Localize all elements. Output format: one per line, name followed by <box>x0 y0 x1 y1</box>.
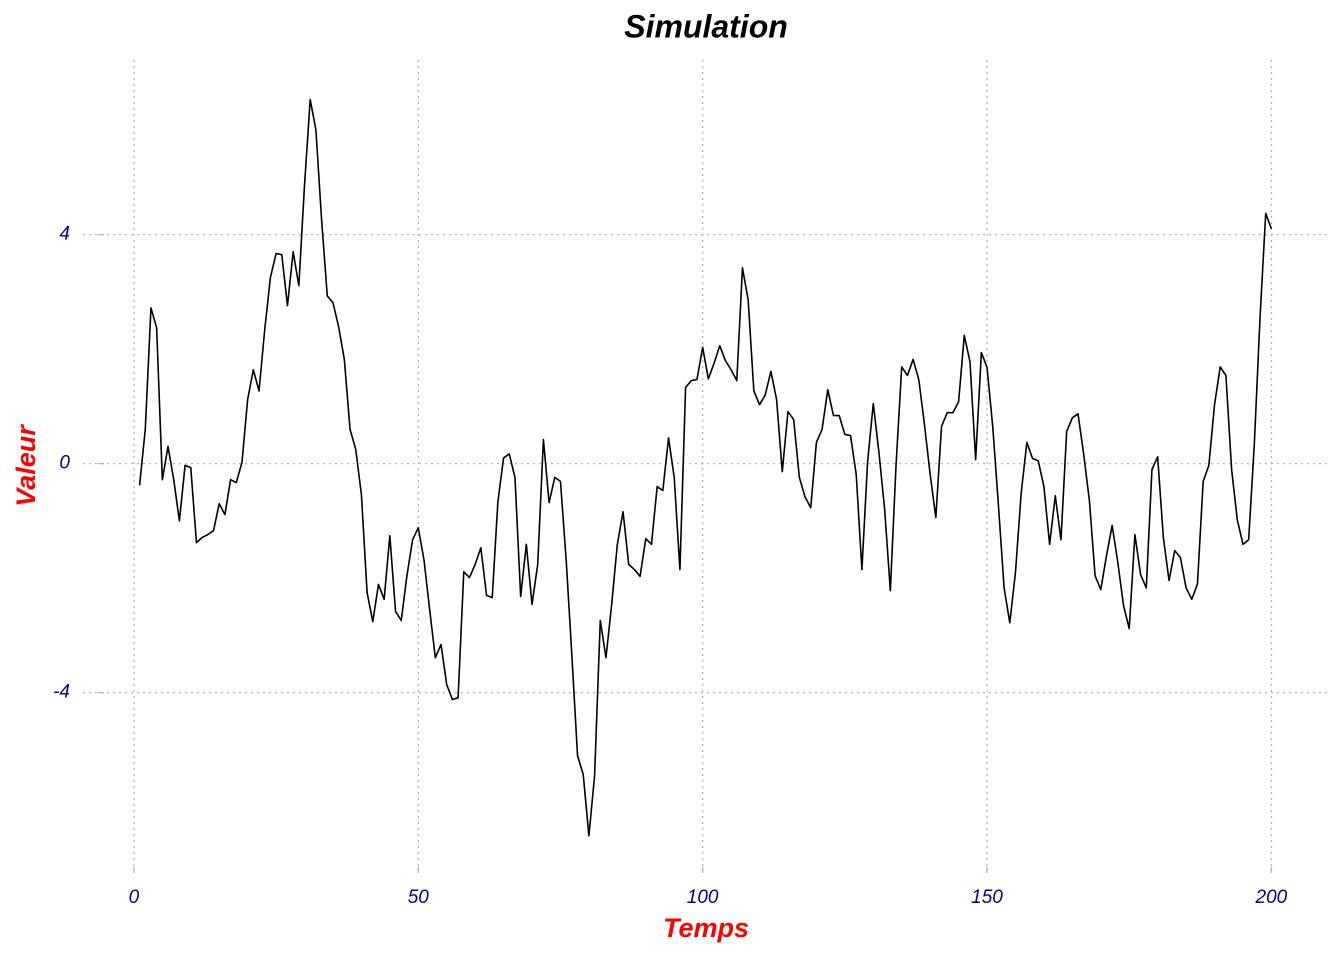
x-tick-label: 0 <box>129 887 140 908</box>
y-tick-label: -4 <box>53 682 70 703</box>
y-tick-label: 0 <box>59 453 70 474</box>
x-tick-label: 50 <box>408 887 430 908</box>
x-axis-label: Temps <box>663 913 749 943</box>
y-tick-label: 4 <box>59 224 70 245</box>
chart-title: Simulation <box>624 8 788 44</box>
y-axis-label: Valeur <box>11 424 41 507</box>
x-tick-label: 200 <box>1255 887 1288 908</box>
data-line <box>138 98 1273 837</box>
x-tick-label: 150 <box>971 887 1003 908</box>
x-tick-label: 100 <box>687 887 719 908</box>
